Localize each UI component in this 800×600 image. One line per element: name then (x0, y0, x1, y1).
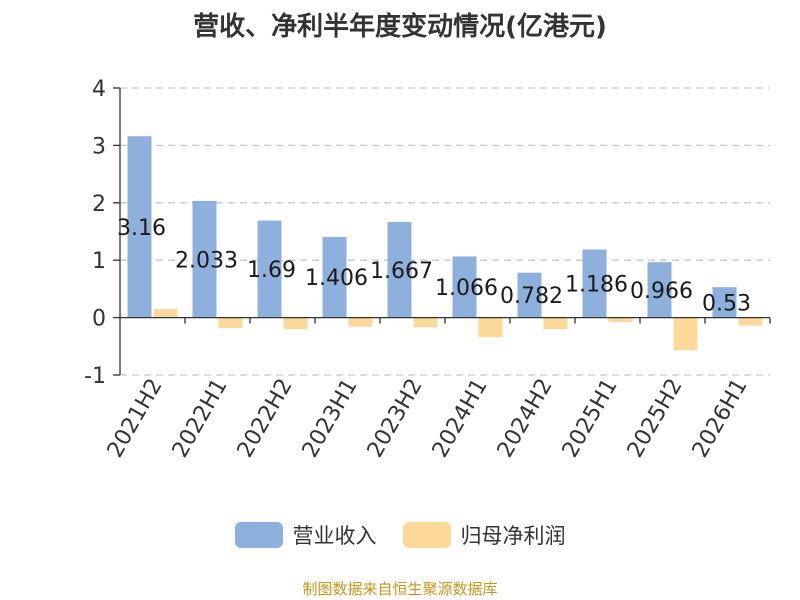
x-tick-label: 2023H2 (363, 375, 428, 462)
revenue-data-label: 0.53 (702, 291, 751, 316)
net-profit-bar (413, 317, 438, 328)
grid-lines (120, 87, 770, 376)
chart-title: 营收、净利半年度变动情况(亿港元) (193, 12, 607, 42)
net-profit-bar (673, 317, 698, 351)
source-note: 制图数据来自恒生聚源数据库 (302, 580, 498, 598)
legend-item-revenue[interactable]: 营业收入 (234, 520, 377, 550)
revenue-data-label: 0.782 (500, 284, 563, 309)
legend-item-net-profit[interactable]: 归母净利润 (402, 520, 566, 550)
net-profit-bar (608, 317, 633, 323)
x-tick-label: 2026H1 (688, 375, 753, 462)
revenue-bar (517, 272, 542, 318)
y-tick-label: 4 (92, 77, 106, 102)
revenue-bar (452, 256, 477, 318)
net-profit-bar (153, 308, 178, 318)
net-profit-bar (348, 317, 373, 327)
x-tick-label: 2024H1 (428, 375, 493, 462)
x-tick-label: 2022H1 (168, 375, 233, 462)
revenue-data-label: 0.966 (630, 279, 693, 304)
y-tick-label: 3 (92, 134, 106, 159)
x-tick-label: 2024H2 (493, 375, 558, 462)
legend-label-net-profit: 归母净利润 (460, 524, 566, 548)
y-tick-label: 1 (92, 249, 106, 274)
revenue-bar (322, 236, 347, 318)
x-tick-label: 2022H2 (233, 375, 298, 462)
net-profit-bar (283, 317, 308, 330)
net-profit-bar (218, 317, 243, 328)
revenue-data-label: 1.406 (305, 266, 368, 291)
revenue-data-label: 1.667 (370, 259, 433, 284)
bars (127, 136, 763, 351)
legend: 营业收入 归母净利润 (0, 520, 800, 550)
revenue-bar (712, 287, 737, 318)
x-tick-label: 2025H2 (623, 375, 688, 462)
revenue-bar (257, 220, 282, 318)
revenue-bar (647, 262, 672, 318)
legend-swatch-revenue (234, 522, 283, 548)
x-tick-label: 2025H1 (558, 375, 623, 462)
revenue-data-label: 3.16 (117, 216, 166, 241)
legend-swatch-net-profit (402, 522, 451, 548)
revenue-bar (192, 200, 217, 318)
revenue-bar (127, 136, 152, 318)
x-tick-label: 2021H2 (103, 375, 168, 462)
revenue-data-label: 1.066 (435, 276, 498, 301)
y-tick-label: -1 (84, 364, 106, 389)
revenue-data-label: 1.186 (565, 273, 628, 298)
revenue-data-label: 1.69 (247, 258, 296, 283)
y-tick-label: 2 (92, 192, 106, 217)
x-tick-label: 2023H1 (298, 375, 363, 462)
y-tick-label: 0 (92, 307, 106, 332)
net-profit-bar (478, 317, 503, 338)
revenue-data-label: 2.033 (175, 248, 238, 273)
net-profit-bar (738, 317, 763, 326)
net-profit-bar (543, 317, 568, 330)
revenue-bar (387, 221, 412, 318)
legend-label-revenue: 营业收入 (292, 524, 377, 548)
revenue-bar (582, 249, 607, 318)
